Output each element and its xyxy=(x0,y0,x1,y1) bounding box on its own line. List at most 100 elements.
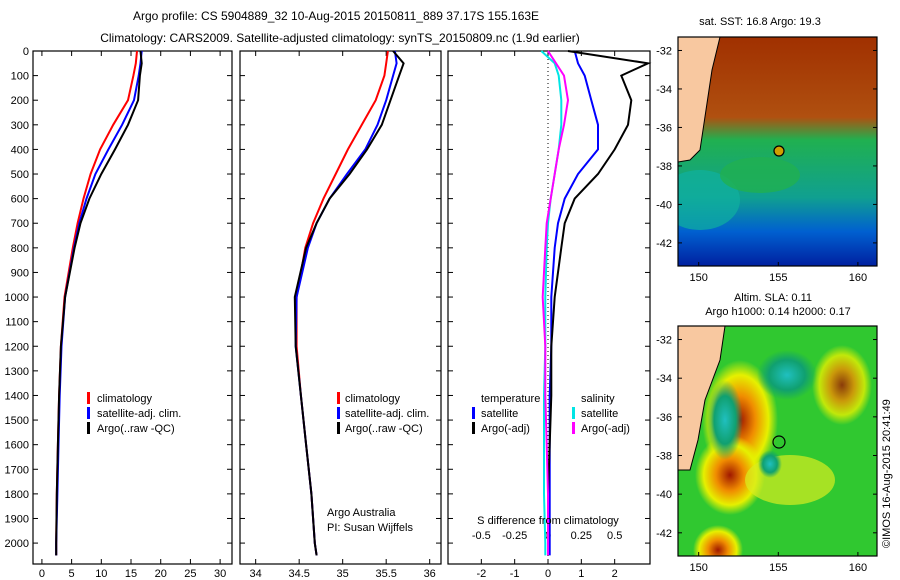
y-tick-label: 1000 xyxy=(5,292,29,304)
series-line-salinity-argo-adj- xyxy=(541,50,570,556)
series-line-temperature-argo-adj- xyxy=(547,50,652,556)
lon-tick-label: 150 xyxy=(690,272,708,284)
y-tick-label: 1300 xyxy=(5,366,29,378)
sla-map-title-1: Altim. SLA: 0.11 xyxy=(734,292,812,304)
legend-swatch-sat xyxy=(337,407,340,419)
argo-position-marker xyxy=(772,435,786,449)
y-tick-label: 1700 xyxy=(5,464,29,476)
x-tick-label: 10 xyxy=(95,568,107,580)
argo-position-marker xyxy=(773,145,785,157)
lat-tick-label: -32 xyxy=(656,45,672,57)
x-tick-label: 30 xyxy=(214,568,226,580)
legend-swatch xyxy=(472,407,475,419)
sst-map-frame xyxy=(677,36,878,267)
difference-legend: temperature salinity satellite Argo(-adj… xyxy=(472,393,630,527)
legend-swatch-argo xyxy=(87,422,90,434)
x2-tick-label: -0.5 xyxy=(472,530,491,542)
x-tick-label: 34 xyxy=(250,568,262,580)
lat-tick-label: -32 xyxy=(656,335,672,347)
y-tick-label: 200 xyxy=(11,95,29,107)
land-australia xyxy=(678,326,726,471)
y-tick-label: 300 xyxy=(11,120,29,132)
lon-tick-label: 155 xyxy=(769,562,787,574)
series-line-climatology xyxy=(55,50,138,556)
legend-label: satellite-adj. clim. xyxy=(345,408,429,420)
x-tick-label: 1 xyxy=(578,568,584,580)
land-australia xyxy=(678,37,721,163)
annotation-line-2: PI: Susan Wijffels xyxy=(327,522,413,534)
x2-tick-label: -0.25 xyxy=(502,530,527,542)
lon-tick-label: 160 xyxy=(849,562,867,574)
series-line-salinity-satellite xyxy=(540,50,563,556)
temperature-panel: 0100200300400500600700800900100011001200… xyxy=(5,46,233,580)
y-tick-label: 600 xyxy=(11,194,29,206)
x-tick-label: 34.5 xyxy=(288,568,309,580)
x-tick-label: -1 xyxy=(510,568,520,580)
x-tick-label: 0 xyxy=(545,568,551,580)
x-tick-label: 36 xyxy=(424,568,436,580)
y-tick-label: 1200 xyxy=(5,341,29,353)
y-tick-label: 400 xyxy=(11,144,29,156)
x-tick-label: 25 xyxy=(184,568,196,580)
lat-tick-label: -36 xyxy=(656,412,672,424)
legend-label: satellite xyxy=(581,408,618,420)
annotation-line-1: Argo Australia xyxy=(327,507,396,519)
series-line-temperature-satellite xyxy=(548,50,599,556)
x-tick-label: 5 xyxy=(69,568,75,580)
lon-tick-label: 155 xyxy=(769,272,787,284)
lat-tick-label: -38 xyxy=(656,161,672,173)
x-tick-label: 0 xyxy=(39,568,45,580)
legend-swatch-clim xyxy=(337,392,340,404)
x-tick-label: 35 xyxy=(337,568,349,580)
legend-label: Argo(-adj) xyxy=(481,423,530,435)
y-tick-label: 2000 xyxy=(5,538,29,550)
y-tick-label: 1400 xyxy=(5,390,29,402)
x-tick-label: -2 xyxy=(476,568,486,580)
legend-swatch xyxy=(572,407,575,419)
legend-label: Argo(-adj) xyxy=(581,423,630,435)
y-tick-label: 900 xyxy=(11,267,29,279)
axes-frame xyxy=(239,50,442,565)
x-tick-label: 2 xyxy=(612,568,618,580)
x-tick-label: 15 xyxy=(125,568,137,580)
y-tick-label: 1800 xyxy=(5,489,29,501)
lat-tick-label: -38 xyxy=(656,450,672,462)
legend-label: satellite-adj. clim. xyxy=(97,408,181,420)
sst-map: sat. SST: 16.8 Argo: 19.3 150 155 160 -32 -3… xyxy=(656,16,878,284)
lat-tick-label: -34 xyxy=(656,373,672,385)
sla-map: Altim. SLA: 0.11 Argo h1000: 0.14 h2000:… xyxy=(656,292,878,574)
title-line-1: Argo profile: CS 5904889_32 10-Aug-2015 … xyxy=(133,9,539,23)
y-tick-label: 800 xyxy=(11,243,29,255)
s-diff-axis-label: S difference from climatology xyxy=(477,515,619,527)
legend-swatch xyxy=(472,422,475,434)
lat-tick-label: -36 xyxy=(656,122,672,134)
legend-header-salinity: salinity xyxy=(581,393,615,405)
series-line-argo-raw-qc- xyxy=(293,50,405,556)
sla-map-frame xyxy=(677,325,878,557)
axes-frame xyxy=(32,50,233,565)
y-tick-label: 500 xyxy=(11,169,29,181)
sst-map-title: sat. SST: 16.8 Argo: 19.3 xyxy=(699,16,821,28)
x-tick-label: 35.5 xyxy=(375,568,396,580)
salinity-legend: climatology satellite-adj. clim. Argo(..… xyxy=(327,392,429,534)
y-tick-label: 1500 xyxy=(5,415,29,427)
x2-tick-label: 0.25 xyxy=(571,530,592,542)
y-tick-label: 1900 xyxy=(5,513,29,525)
y-tick-label: 1100 xyxy=(5,317,29,329)
lat-tick-label: -40 xyxy=(656,489,672,501)
title-line-2: Climatology: CARS2009. Satellite-adjuste… xyxy=(100,31,580,45)
legend-label: Argo(..raw -QC) xyxy=(97,423,175,435)
legend-swatch-argo xyxy=(337,422,340,434)
x2-tick-label: 0.5 xyxy=(607,530,622,542)
lat-tick-label: -42 xyxy=(656,238,672,250)
lon-tick-label: 160 xyxy=(849,272,867,284)
legend-label: Argo(..raw -QC) xyxy=(345,423,423,435)
lat-tick-label: -40 xyxy=(656,199,672,211)
legend-swatch-clim xyxy=(87,392,90,404)
legend-label: climatology xyxy=(97,393,153,405)
difference-panel: -2-1012T difference from climatology-0.5… xyxy=(447,50,652,580)
legend-header-temperature: temperature xyxy=(481,393,540,405)
legend-label: climatology xyxy=(345,393,401,405)
